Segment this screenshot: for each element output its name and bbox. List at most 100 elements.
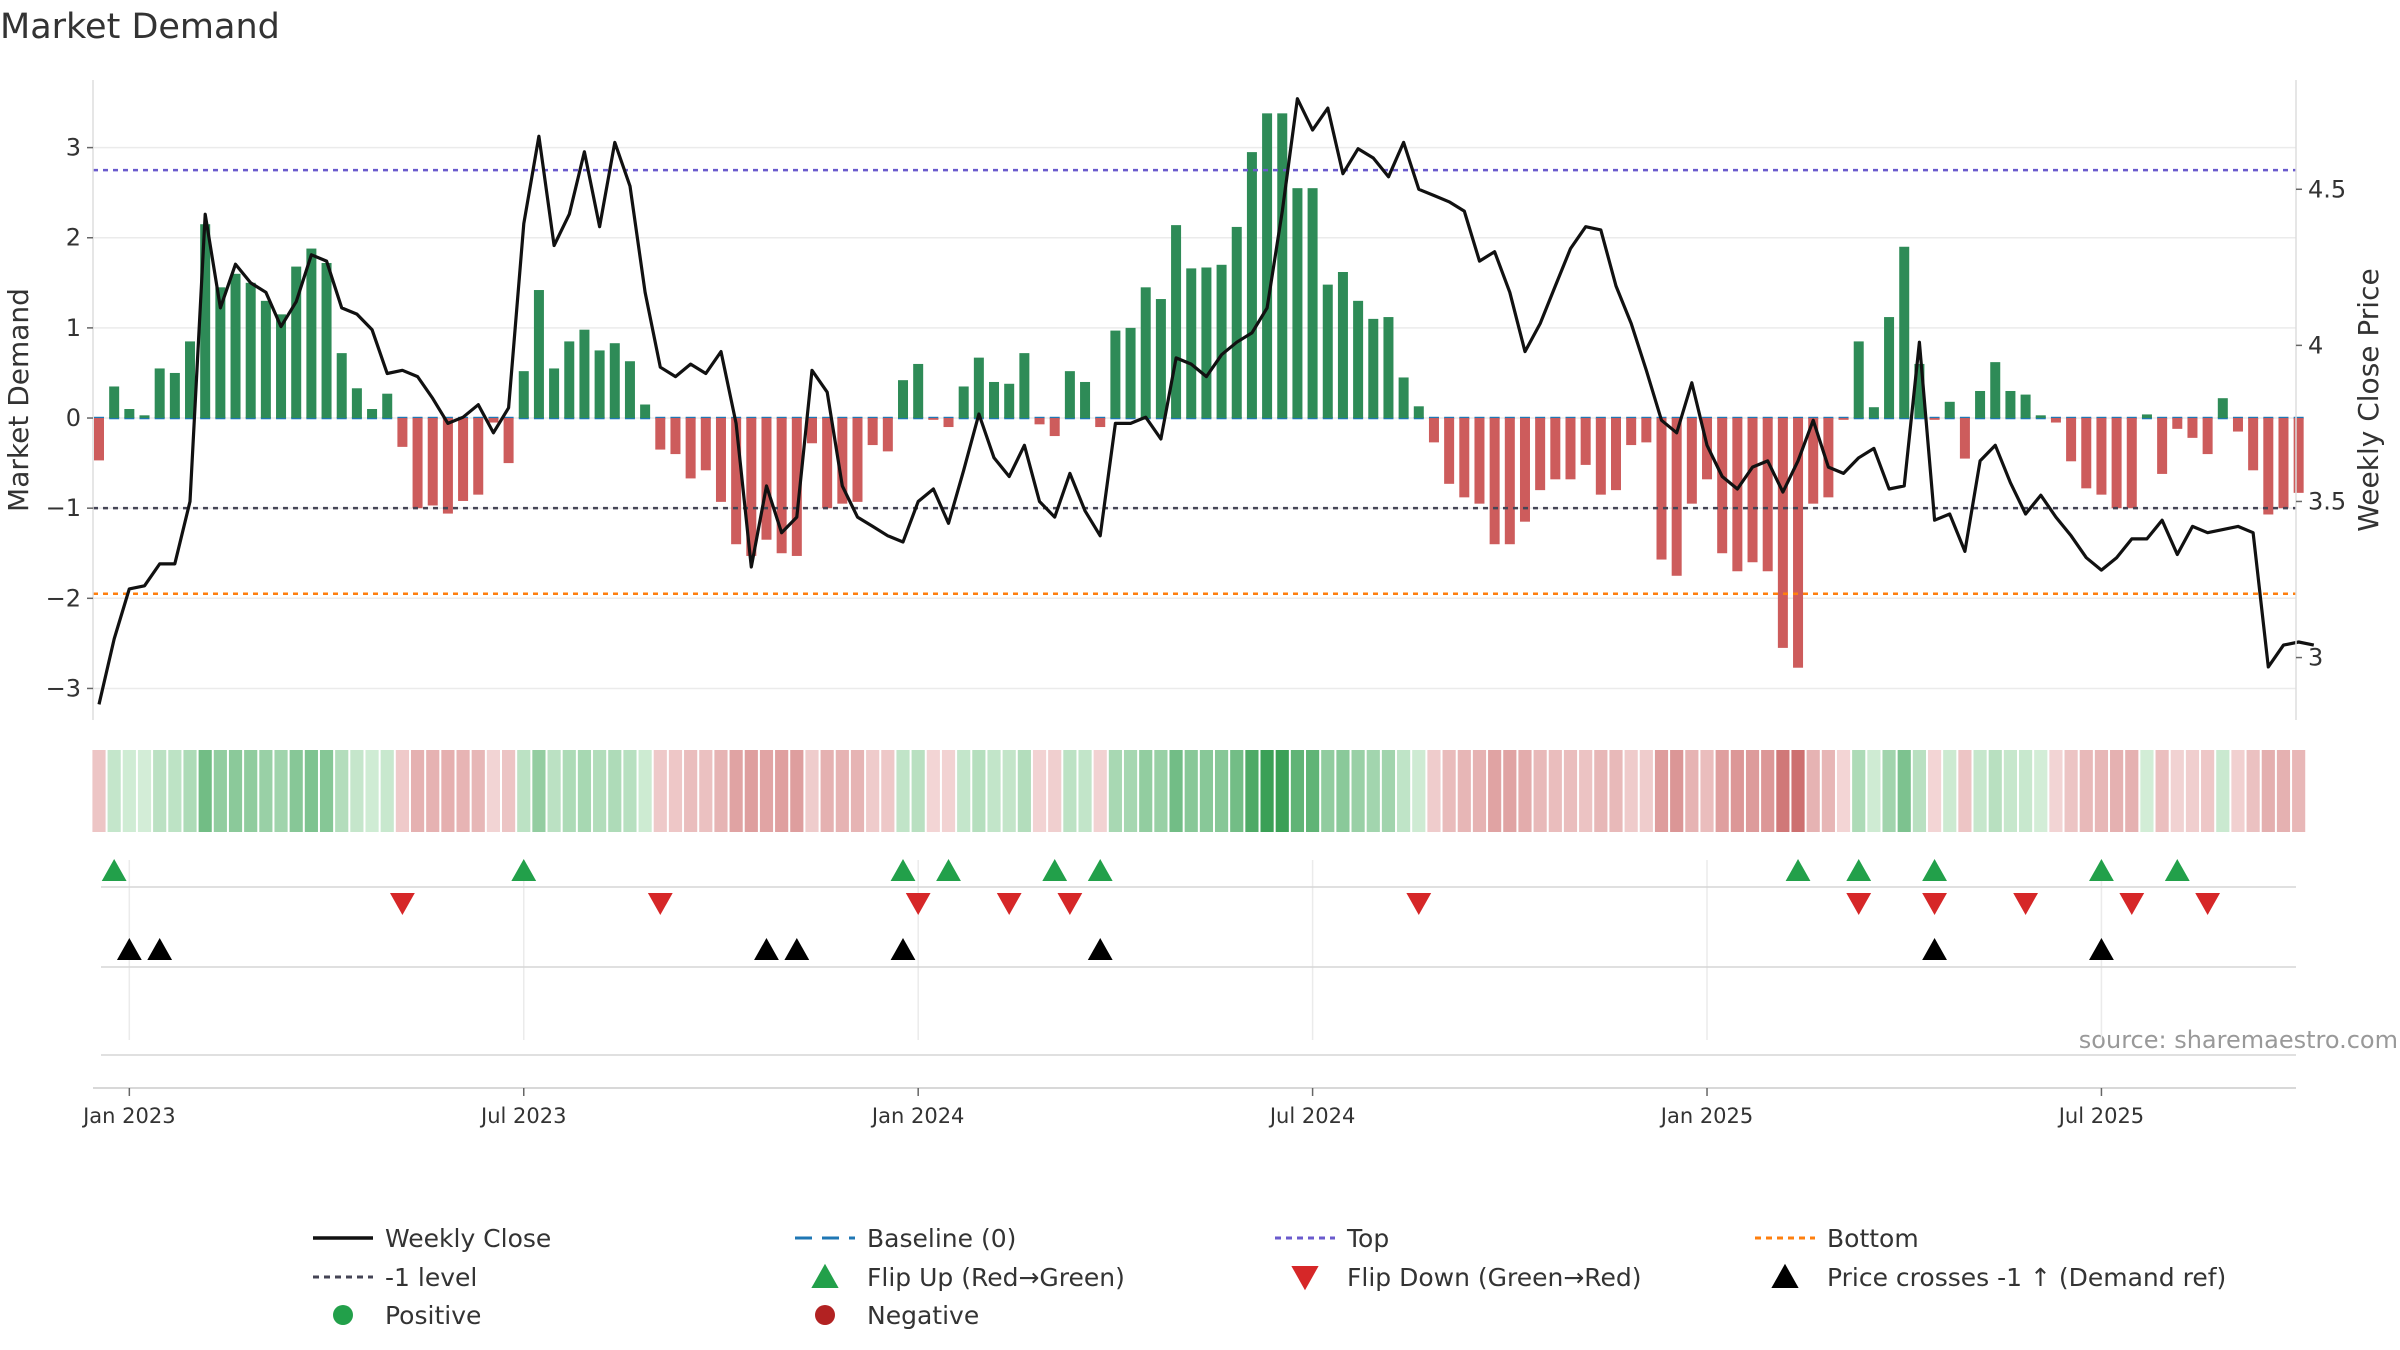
heat-strip-cell	[1230, 750, 1244, 832]
negative-bar	[731, 418, 742, 545]
negative-bar	[1428, 418, 1439, 443]
heat-strip-cell	[759, 750, 774, 832]
heat-strip-cell	[1836, 750, 1851, 832]
price-cross-marker	[2089, 938, 2114, 960]
negative-bar	[1747, 418, 1758, 563]
negative-bar	[928, 418, 939, 420]
y2-axis-label: Weekly Close Price	[2352, 268, 2385, 531]
positive-bar	[1155, 299, 1166, 419]
x-axis: Jan 2023 Jul 2023 Jan 2024 Jul 2024 Jan 2025…	[81, 1088, 2144, 1128]
positive-bar	[1307, 188, 1318, 419]
heat-strip-cell	[2170, 750, 2184, 832]
negative-bar	[1519, 418, 1530, 522]
heat-strip-cell	[1654, 750, 1669, 832]
legend-label: Negative	[867, 1301, 979, 1330]
negative-bar	[1611, 418, 1621, 491]
negative-bar	[412, 418, 423, 509]
positive-bar	[200, 224, 211, 419]
heat-strip-cell	[1488, 750, 1502, 832]
heat-strip-cell	[1761, 750, 1775, 832]
heat-strip-cell	[1745, 750, 1760, 832]
y-tick-label: 2	[66, 224, 81, 252]
positive-bar	[169, 372, 180, 419]
positive-bar	[1368, 318, 1379, 419]
positive-bar	[898, 380, 909, 419]
positive-bar	[291, 266, 302, 419]
negative-bar	[1762, 418, 1773, 572]
event-markers	[93, 859, 2296, 1089]
heat-strip-cell	[1943, 750, 1957, 832]
flip-down-marker	[1922, 893, 1947, 915]
heat-strip-cell	[547, 750, 561, 832]
positive-bar	[260, 300, 271, 419]
negative-bar	[94, 418, 104, 461]
positive-bar	[351, 388, 362, 419]
legend-swatch-flip-up	[811, 1263, 839, 1288]
negative-bar	[473, 418, 484, 495]
flip-down-marker	[1846, 893, 1872, 915]
positive-bar	[1292, 188, 1303, 419]
legend-label: Weekly Close	[385, 1224, 551, 1253]
heat-strip-cell	[2064, 750, 2078, 832]
heat-strip-cell	[122, 750, 136, 832]
positive-bar	[1975, 390, 1986, 419]
heat-strip-cell	[1639, 750, 1653, 832]
x-tick-label: Jul 2025	[2057, 1104, 2144, 1128]
legend-label: Top	[1346, 1224, 1389, 1253]
heat-strip-cell	[2049, 750, 2063, 832]
heat-strip-cell	[1670, 750, 1684, 832]
heat-strip-cell	[2003, 750, 2018, 832]
heat-strip-cell	[1609, 750, 1623, 832]
legend-swatch-positive	[333, 1305, 353, 1325]
negative-bar	[1474, 418, 1485, 504]
heat-strip-cell	[365, 750, 379, 832]
negative-bar	[746, 418, 757, 556]
negative-bar	[1535, 418, 1546, 491]
heat-strip-cell	[1563, 750, 1578, 832]
source-note: source: sharemaestro.com	[2079, 1026, 2398, 1054]
heat-strip-cell	[2140, 750, 2154, 832]
reference-levels	[93, 168, 2296, 596]
heat-strip-cell	[532, 750, 546, 832]
negative-bar	[1793, 418, 1804, 668]
positive-bar	[518, 371, 529, 419]
axes: 3 2 1 0 −1 −2 −3 4.5 4 3.5 3	[46, 80, 2346, 720]
heat-strip-cell	[2216, 750, 2230, 832]
legend-label: Bottom	[1827, 1224, 1919, 1253]
negative-bar	[1095, 418, 1106, 428]
negative-bar	[1808, 418, 1819, 504]
heat-strip-cell	[1503, 750, 1517, 832]
negative-bar	[943, 418, 954, 428]
heat-strip-cell	[1002, 750, 1016, 832]
negative-bar	[670, 418, 681, 455]
negative-bar	[1049, 418, 1060, 437]
negative-bar	[2157, 418, 2168, 474]
positive-bar	[1186, 268, 1197, 419]
negative-bar	[2202, 418, 2213, 455]
heat-strip-cell	[517, 750, 531, 832]
positive-bar	[2020, 394, 2031, 419]
heat-strip-cell	[1958, 750, 1972, 832]
heat-strip-cell	[1867, 750, 1881, 832]
positive-bar	[215, 287, 226, 419]
heat-strip-cell	[92, 750, 106, 832]
negative-bar	[2263, 418, 2274, 515]
negative-bar	[2248, 418, 2259, 471]
flip-up-marker	[1846, 859, 1872, 881]
negative-bar	[761, 418, 772, 540]
positive-bar	[1110, 330, 1121, 419]
heat-strip-cell	[1685, 750, 1699, 832]
heat-strip-cell	[1548, 750, 1562, 832]
heat-strip-cell	[1199, 750, 1213, 832]
positive-bar	[1262, 113, 1273, 419]
heat-strip-cell	[259, 750, 273, 832]
heat-strip-cell	[274, 750, 288, 832]
y-tick-label: 0	[66, 404, 81, 432]
negative-bar	[791, 418, 802, 556]
heat-strip-cell	[426, 750, 440, 832]
flip-down-marker	[905, 893, 931, 915]
heat-strip-cell	[486, 750, 501, 832]
positive-bar	[1398, 377, 1409, 419]
x-tick-label: Jul 2023	[479, 1104, 566, 1128]
